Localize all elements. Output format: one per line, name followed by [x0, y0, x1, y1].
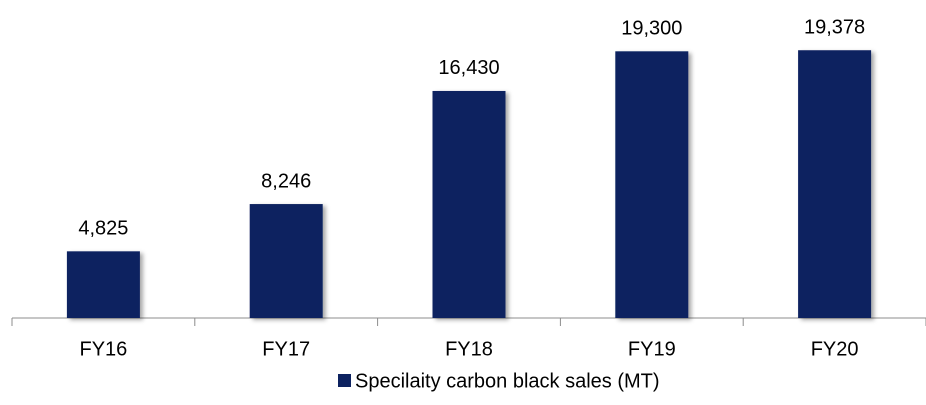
- bar: [432, 90, 506, 318]
- data-label: 4,825: [78, 218, 128, 240]
- x-tick-label: FY16: [79, 338, 127, 360]
- legend-label: Specilaity carbon black sales (MT): [355, 370, 660, 392]
- x-tick-label: FY17: [262, 338, 310, 360]
- data-label: 8,246: [261, 170, 311, 192]
- data-label: 19,378: [804, 17, 865, 39]
- data-label: 19,300: [621, 18, 682, 40]
- x-tick-label: FY20: [811, 338, 859, 360]
- bar: [798, 50, 872, 319]
- x-tick-label: FY19: [628, 338, 676, 360]
- bar: [249, 204, 323, 318]
- legend-swatch: [338, 374, 351, 387]
- x-tick-label: FY18: [445, 338, 493, 360]
- bar: [66, 251, 140, 318]
- data-label: 16,430: [438, 57, 499, 79]
- bar: [615, 51, 689, 319]
